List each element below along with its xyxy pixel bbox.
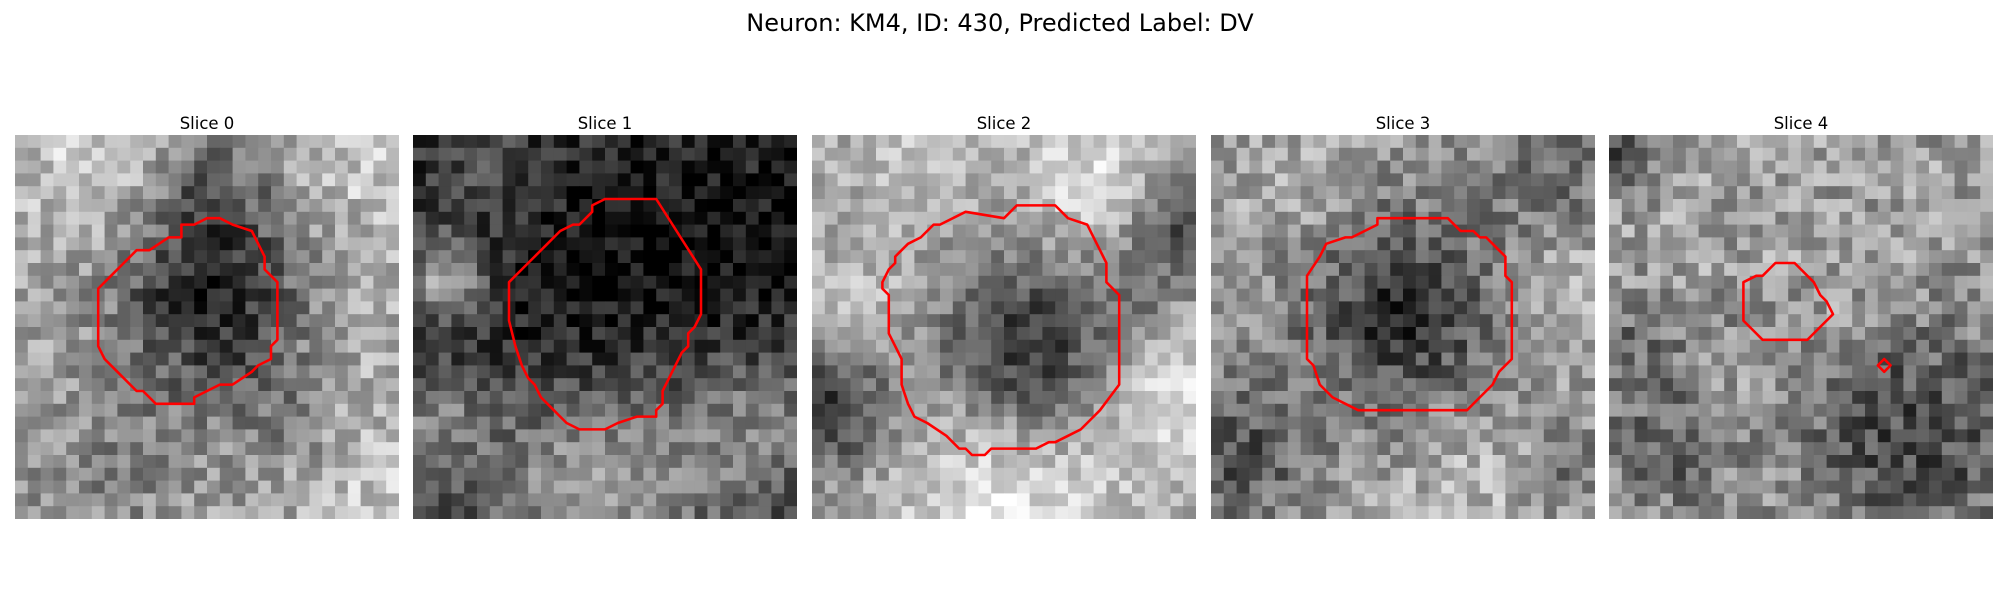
slice-title: Slice 1 — [577, 114, 633, 133]
slice-image-svg — [1609, 135, 1993, 519]
slice-title: Slice 3 — [1375, 114, 1431, 133]
grayscale-image — [15, 135, 399, 519]
slice-title: Slice 4 — [1773, 114, 1829, 133]
slice-title: Slice 2 — [976, 114, 1032, 133]
slice-image-svg — [413, 135, 797, 519]
figure-title: Neuron: KM4, ID: 430, Predicted Label: D… — [746, 9, 1254, 37]
roi-contour-0 — [96, 216, 279, 406]
grayscale-image — [1211, 135, 1595, 519]
grayscale-image — [1609, 135, 1993, 519]
grayscale-image — [413, 135, 797, 519]
roi-contour-1 — [1876, 357, 1892, 374]
slice-image-svg — [1211, 135, 1595, 519]
roi-contour-0 — [1742, 261, 1835, 342]
slice-image-svg — [15, 135, 399, 519]
roi-contour-0 — [881, 204, 1121, 457]
roi-contour-0 — [507, 197, 703, 431]
slice-title: Slice 0 — [179, 114, 235, 133]
slice-image-svg — [812, 135, 1196, 519]
roi-contour-0 — [1305, 216, 1514, 412]
grayscale-image — [812, 135, 1196, 519]
